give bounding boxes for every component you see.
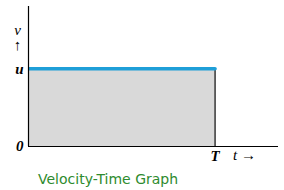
svg-text:T: T xyxy=(210,148,220,164)
html-text:Velocity-Time Graph: Velocity-Time Graph xyxy=(38,171,179,187)
svg-text:v↑: v↑ xyxy=(14,22,22,53)
svg-text:u: u xyxy=(15,61,23,77)
svg-text:t →: t → xyxy=(233,147,256,163)
svg-text:0: 0 xyxy=(16,138,24,154)
